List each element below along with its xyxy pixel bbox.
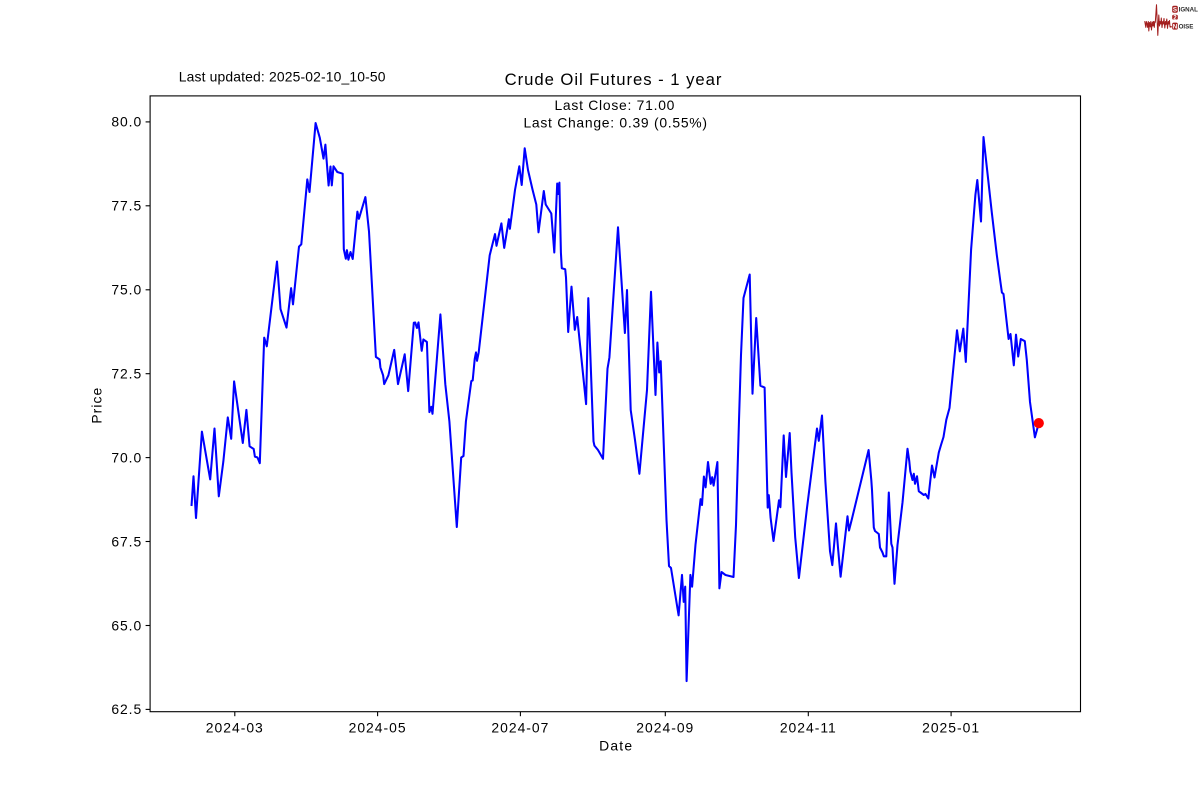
svg-text:Last updated: 2025-02-10_10-50: Last updated: 2025-02-10_10-50 bbox=[179, 68, 386, 84]
svg-text:2: 2 bbox=[1173, 14, 1177, 21]
svg-text:72.5: 72.5 bbox=[111, 366, 142, 382]
svg-text:80.0: 80.0 bbox=[111, 114, 142, 130]
svg-text:OISE: OISE bbox=[1179, 23, 1194, 30]
svg-text:2025-01: 2025-01 bbox=[922, 720, 980, 736]
svg-text:62.5: 62.5 bbox=[111, 701, 142, 717]
svg-text:70.0: 70.0 bbox=[111, 449, 142, 465]
svg-text:2024-11: 2024-11 bbox=[780, 720, 837, 736]
svg-text:Last Close: 71.00: Last Close: 71.00 bbox=[554, 97, 675, 113]
svg-text:Last Change: 0.39 (0.55%): Last Change: 0.39 (0.55%) bbox=[523, 115, 707, 131]
svg-text:65.0: 65.0 bbox=[111, 617, 142, 633]
svg-text:2024-07: 2024-07 bbox=[491, 720, 549, 736]
svg-text:Price: Price bbox=[88, 387, 104, 424]
svg-text:N: N bbox=[1173, 23, 1178, 30]
svg-text:77.5: 77.5 bbox=[111, 198, 142, 214]
svg-text:S: S bbox=[1173, 6, 1177, 13]
svg-text:2024-03: 2024-03 bbox=[206, 720, 264, 736]
svg-text:2024-05: 2024-05 bbox=[349, 720, 407, 736]
svg-text:67.5: 67.5 bbox=[111, 533, 142, 549]
svg-text:Date: Date bbox=[599, 738, 633, 754]
svg-text:IGNAL: IGNAL bbox=[1179, 7, 1198, 14]
svg-text:75.0: 75.0 bbox=[111, 282, 142, 298]
svg-text:2024-09: 2024-09 bbox=[636, 720, 694, 736]
svg-text:Crude Oil Futures - 1 year: Crude Oil Futures - 1 year bbox=[505, 70, 723, 89]
